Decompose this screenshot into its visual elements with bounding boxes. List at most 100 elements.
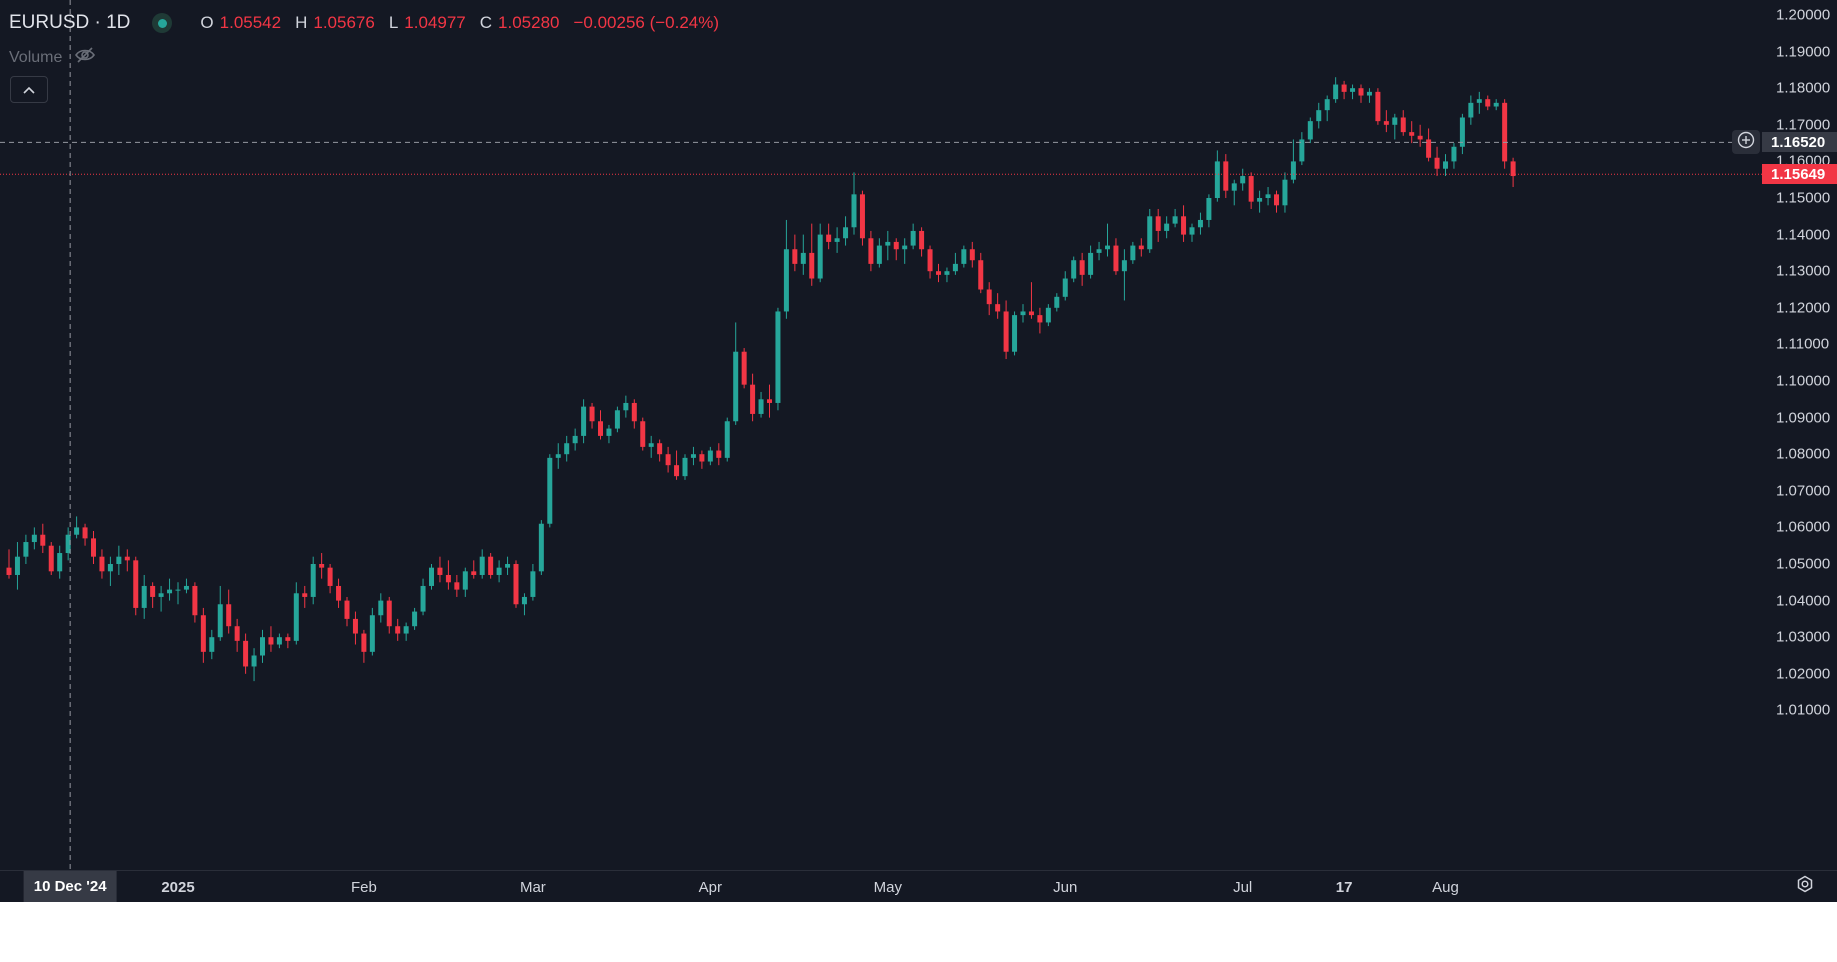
price-tick-label: 1.07000 xyxy=(1776,482,1831,500)
chart-settings-button[interactable] xyxy=(1792,874,1818,900)
candle xyxy=(1282,172,1288,213)
candle-body xyxy=(1155,216,1161,231)
market-status-icon[interactable] xyxy=(152,13,173,33)
symbol-title[interactable]: EURUSD · 1D xyxy=(9,12,131,33)
candle-body xyxy=(429,567,434,586)
candle-body xyxy=(927,249,933,272)
candle xyxy=(395,618,401,641)
eye-off-icon[interactable] xyxy=(74,46,96,69)
candle-body xyxy=(167,589,173,594)
time-tick-label: 17 xyxy=(1335,879,1353,896)
candle-body xyxy=(581,406,587,436)
candle-body xyxy=(1290,161,1296,180)
candle-body xyxy=(1054,296,1060,308)
candle-body xyxy=(969,249,975,261)
candle xyxy=(521,593,527,616)
candle-body xyxy=(648,443,654,447)
candle xyxy=(581,399,587,444)
candle-body xyxy=(437,567,443,575)
candle-body xyxy=(1333,84,1339,100)
candle-body xyxy=(792,249,798,264)
candle-body xyxy=(1028,311,1034,316)
candle-body xyxy=(538,523,544,572)
candle-body xyxy=(682,457,688,477)
candle xyxy=(1383,110,1389,133)
candle xyxy=(665,446,671,473)
candle xyxy=(1468,95,1474,125)
candle xyxy=(1434,146,1440,177)
high-key: H xyxy=(295,13,308,32)
candle-body xyxy=(1485,99,1491,107)
candle-body xyxy=(1350,88,1356,92)
candle-body xyxy=(944,271,950,275)
candle-body xyxy=(226,604,232,627)
candle-body xyxy=(496,567,502,575)
candle xyxy=(555,443,561,469)
candle-body xyxy=(952,263,958,272)
candle xyxy=(1400,110,1406,136)
candle-body xyxy=(1003,311,1009,352)
candle-body xyxy=(1231,183,1237,191)
candle xyxy=(952,252,958,275)
candle-body xyxy=(1189,227,1195,235)
candle-body xyxy=(1206,198,1212,220)
candle xyxy=(902,238,908,264)
candle xyxy=(243,633,249,674)
volume-indicator[interactable]: Volume xyxy=(9,46,96,69)
candle-body xyxy=(1392,117,1398,125)
candle xyxy=(1324,95,1330,122)
low-value: 1.04977 xyxy=(404,13,466,32)
candle-body xyxy=(986,289,992,305)
candle xyxy=(82,523,88,546)
collapse-legend-button[interactable] xyxy=(10,76,48,103)
candle xyxy=(1350,84,1356,100)
candlestick-plot[interactable] xyxy=(0,0,1762,870)
candle-body xyxy=(369,615,375,652)
candle-body xyxy=(623,402,629,411)
candle xyxy=(167,578,173,601)
candle xyxy=(758,391,764,418)
price-tick-label: 1.15000 xyxy=(1776,189,1831,207)
candle-body xyxy=(530,571,536,597)
candle xyxy=(1265,187,1271,206)
candle-body xyxy=(1020,311,1026,316)
candle xyxy=(158,585,164,612)
price-tick-label: 1.06000 xyxy=(1776,518,1831,536)
candle xyxy=(1476,91,1482,114)
candle-body xyxy=(1476,99,1482,103)
candle xyxy=(978,252,984,294)
candle xyxy=(23,534,29,564)
candle-body xyxy=(1079,260,1085,275)
candle-body xyxy=(445,574,451,583)
candle xyxy=(927,245,933,279)
candle-body xyxy=(217,604,223,638)
candle xyxy=(31,527,37,550)
candle-body xyxy=(200,615,206,652)
candle xyxy=(327,564,333,594)
candle-body xyxy=(1096,249,1102,253)
candle xyxy=(733,322,739,425)
time-tick-label: Aug xyxy=(1432,879,1459,896)
candle-body xyxy=(124,556,130,561)
candle xyxy=(944,267,950,283)
time-axis[interactable]: Dec2025FebMarAprMayJunJul17Aug xyxy=(0,870,1837,902)
crosshair-time-label: 10 Dec '24 xyxy=(23,871,117,902)
chart-panel[interactable]: EURUSD · 1D O 1.05542 H 1.05676 L 1.04977 C… xyxy=(0,0,1837,902)
candle-body xyxy=(251,655,257,667)
candle xyxy=(65,527,71,561)
candle-body xyxy=(1383,121,1389,125)
candle-body xyxy=(1426,139,1432,158)
price-axis[interactable]: 1.20000 1.19000 1.18000 1.17000 1.16000 1.150… xyxy=(1762,0,1837,870)
price-tick-label: 1.19000 xyxy=(1776,43,1831,61)
candle xyxy=(14,542,20,590)
change-value: −0.00256 (−0.24%) xyxy=(573,13,720,32)
price-tick-label: 1.05000 xyxy=(1776,555,1831,573)
candle-body xyxy=(1037,315,1043,323)
candle xyxy=(141,574,147,619)
candle xyxy=(429,564,434,590)
candle-body xyxy=(48,545,54,572)
candle-body xyxy=(378,600,384,616)
candle-body xyxy=(885,241,891,246)
add-alert-button[interactable] xyxy=(1732,130,1760,155)
candle-body xyxy=(876,245,882,264)
